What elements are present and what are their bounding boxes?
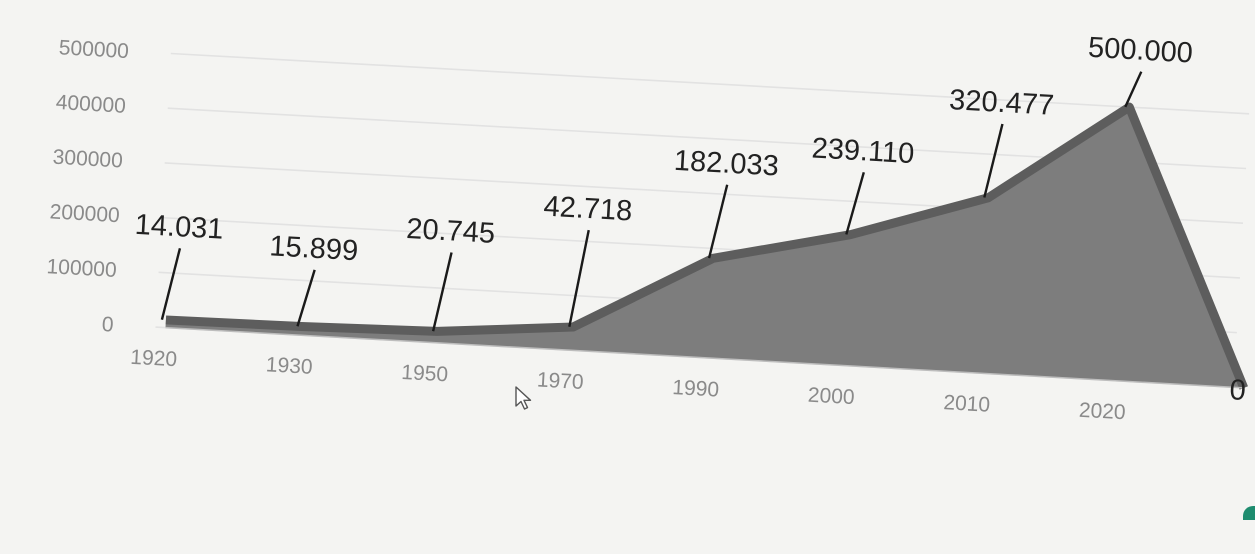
data-label: 20.745 [406,213,496,250]
y-tick-label: 300000 [52,146,123,173]
x-tick-label: 1950 [401,361,449,387]
y-tick-label: 400000 [55,91,126,118]
x-tick-label: 1970 [536,368,584,394]
data-label: 42.718 [543,191,633,228]
y-tick-label: 100000 [46,255,117,282]
y-tick-label: 200000 [49,200,120,227]
x-tick-label: 1990 [672,376,720,402]
x-tick-label: 2010 [943,391,991,417]
leader-line [707,184,729,259]
x-axis-line [165,326,1244,389]
data-label-leaders [160,71,1143,332]
y-tick-label: 0 [101,313,114,337]
leader-line [296,269,316,327]
x-tick-label: 2020 [1078,399,1126,425]
data-labels: 14.031 15.899 20.745 42.718 182.033 239.110 32… [134,32,1194,268]
edge-value-label: 0 [1229,374,1247,407]
y-axis-ticks: 0 100000 200000 300000 400000 500000 [46,36,129,337]
series-edge [165,102,1248,390]
data-label: 182.033 [673,145,779,183]
leader-line [983,123,1004,198]
x-tick-label: 1930 [265,353,313,379]
leader-line [431,252,453,332]
area-series [165,102,1248,390]
mouse-pointer-icon [515,386,532,410]
leader-line [1124,71,1143,108]
leader-line [568,229,590,327]
x-tick-label: 1920 [130,346,178,372]
corner-accent [1243,506,1255,520]
data-label: 239.110 [811,132,915,170]
data-label: 14.031 [134,209,224,246]
series-area [165,107,1244,388]
x-axis-ticks: 1920 1930 1950 1970 1990 2000 2010 2020 [130,346,1126,425]
x-tick-label: 2000 [807,384,855,410]
data-label: 500.000 [1087,32,1193,70]
y-tick-label: 500000 [58,36,129,63]
gridline [170,52,1250,115]
data-label: 15.899 [269,230,359,267]
leader-line [845,172,865,235]
leader-line [160,248,182,321]
data-label: 320.477 [948,84,1054,122]
